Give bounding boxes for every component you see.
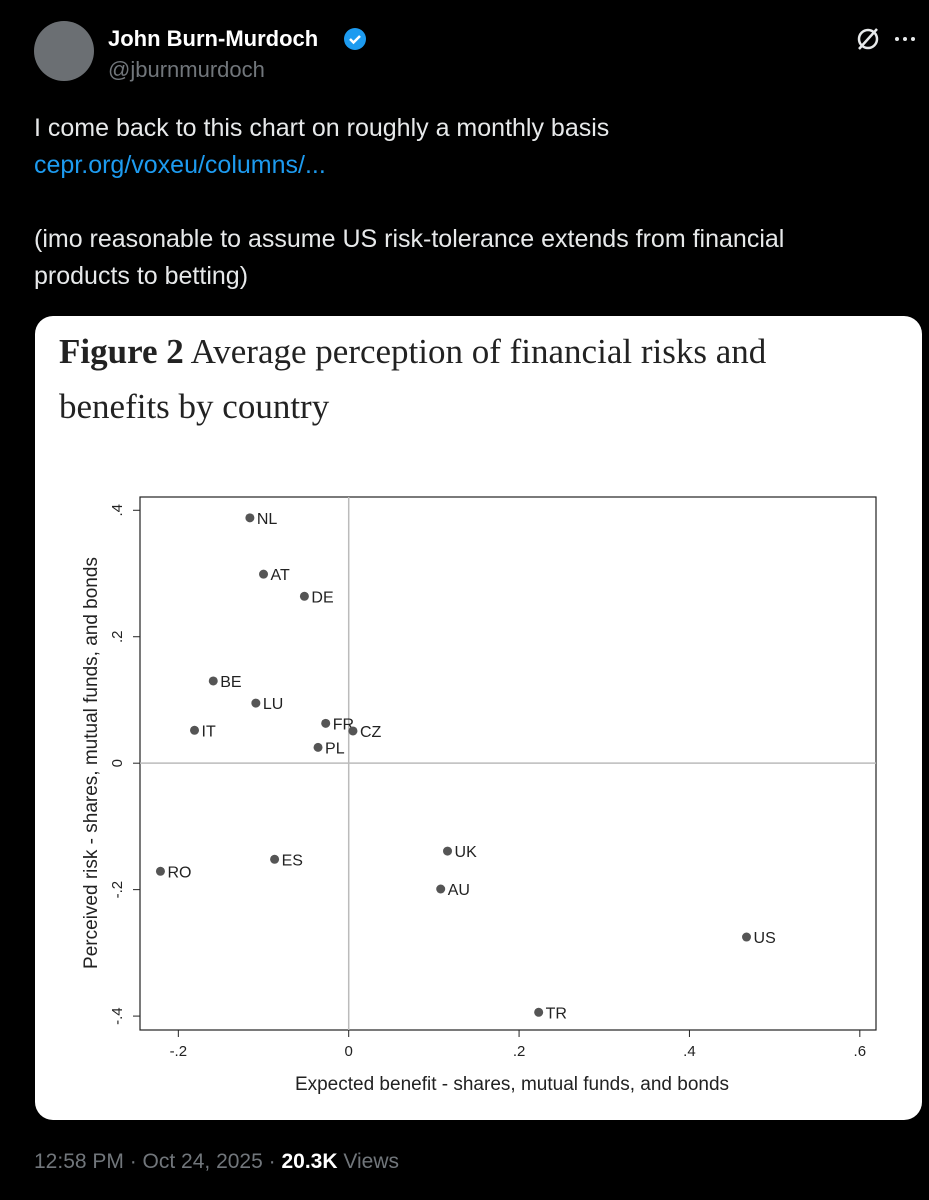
point-label: FR [333, 716, 354, 733]
author-handle[interactable]: @jburnmurdoch [108, 57, 265, 82]
author-name[interactable]: John Burn-Murdoch [108, 26, 319, 51]
point-label: IT [202, 723, 216, 740]
point [245, 513, 255, 523]
point [155, 866, 165, 876]
tweet-text: (imo reasonable to assume US risk-tolera… [34, 225, 785, 290]
tweet-meta: 12:58 PM · Oct 24, 2025 · 20.3K Views [34, 1150, 399, 1174]
point-label: CZ [360, 724, 382, 741]
point [299, 591, 309, 601]
point-label: UK [455, 844, 478, 861]
point-label: AT [271, 567, 290, 584]
point-label: PL [325, 740, 345, 757]
figure-label: Figure 2 [59, 332, 184, 371]
point [313, 742, 323, 752]
point-label: US [754, 930, 776, 947]
point [251, 698, 261, 708]
point [259, 569, 269, 579]
y-tick-label: 0 [109, 759, 126, 767]
chart-title: Figure 2 Average perception of financial… [59, 324, 879, 434]
timestamp: 12:58 PM · Oct 24, 2025 · [34, 1150, 282, 1173]
x-tick-label: -.2 [170, 1043, 188, 1060]
point [348, 726, 358, 736]
chart-card[interactable]: Figure 2 Average perception of financial… [35, 316, 922, 1120]
y-tick-label: -.4 [109, 1007, 126, 1025]
avatar[interactable] [34, 21, 94, 81]
chart: -.2 0 .2 .4 .6 -.4 -.2 0 .2 .4 Expected benefit - … [81, 496, 877, 1095]
title-text: Average perception of financial risks an… [59, 332, 767, 426]
point-label: LU [263, 696, 283, 713]
point [436, 884, 446, 894]
tweet-body: I come back to this chart on roughly a m… [34, 110, 894, 295]
x-tick-label: 0 [345, 1043, 353, 1060]
x-tick-label: .4 [683, 1043, 696, 1060]
point [190, 725, 200, 735]
point [742, 932, 752, 942]
verified-badge [344, 28, 366, 50]
point-label: AU [448, 882, 470, 899]
x-tick-label: .6 [854, 1043, 867, 1060]
point-label: BE [220, 674, 241, 691]
point [443, 846, 453, 856]
views-count: 20.3K [281, 1150, 338, 1173]
tweet-text: I come back to this chart on roughly a m… [34, 114, 610, 142]
x-axis-title: Expected benefit - shares, mutual funds,… [295, 1074, 729, 1095]
point [208, 676, 218, 686]
point-label: DE [311, 589, 333, 606]
point-label: RO [167, 864, 191, 881]
point-label: TR [546, 1005, 567, 1022]
point [270, 854, 280, 864]
point-label: ES [282, 852, 303, 869]
point [321, 718, 331, 728]
y-tick-label: .4 [109, 504, 126, 517]
x-tick-label: .2 [513, 1043, 526, 1060]
views-label: Views [343, 1150, 399, 1173]
y-tick-label: -.2 [109, 881, 126, 899]
tweet-link[interactable]: cepr.org/voxeu/columns/... [34, 151, 326, 179]
header-icons[interactable] [855, 26, 921, 52]
point-label: NL [257, 511, 278, 528]
y-tick-label: .2 [109, 630, 126, 643]
point [534, 1007, 544, 1017]
y-axis-title: Perceived risk - shares, mutual funds, a… [81, 557, 102, 969]
